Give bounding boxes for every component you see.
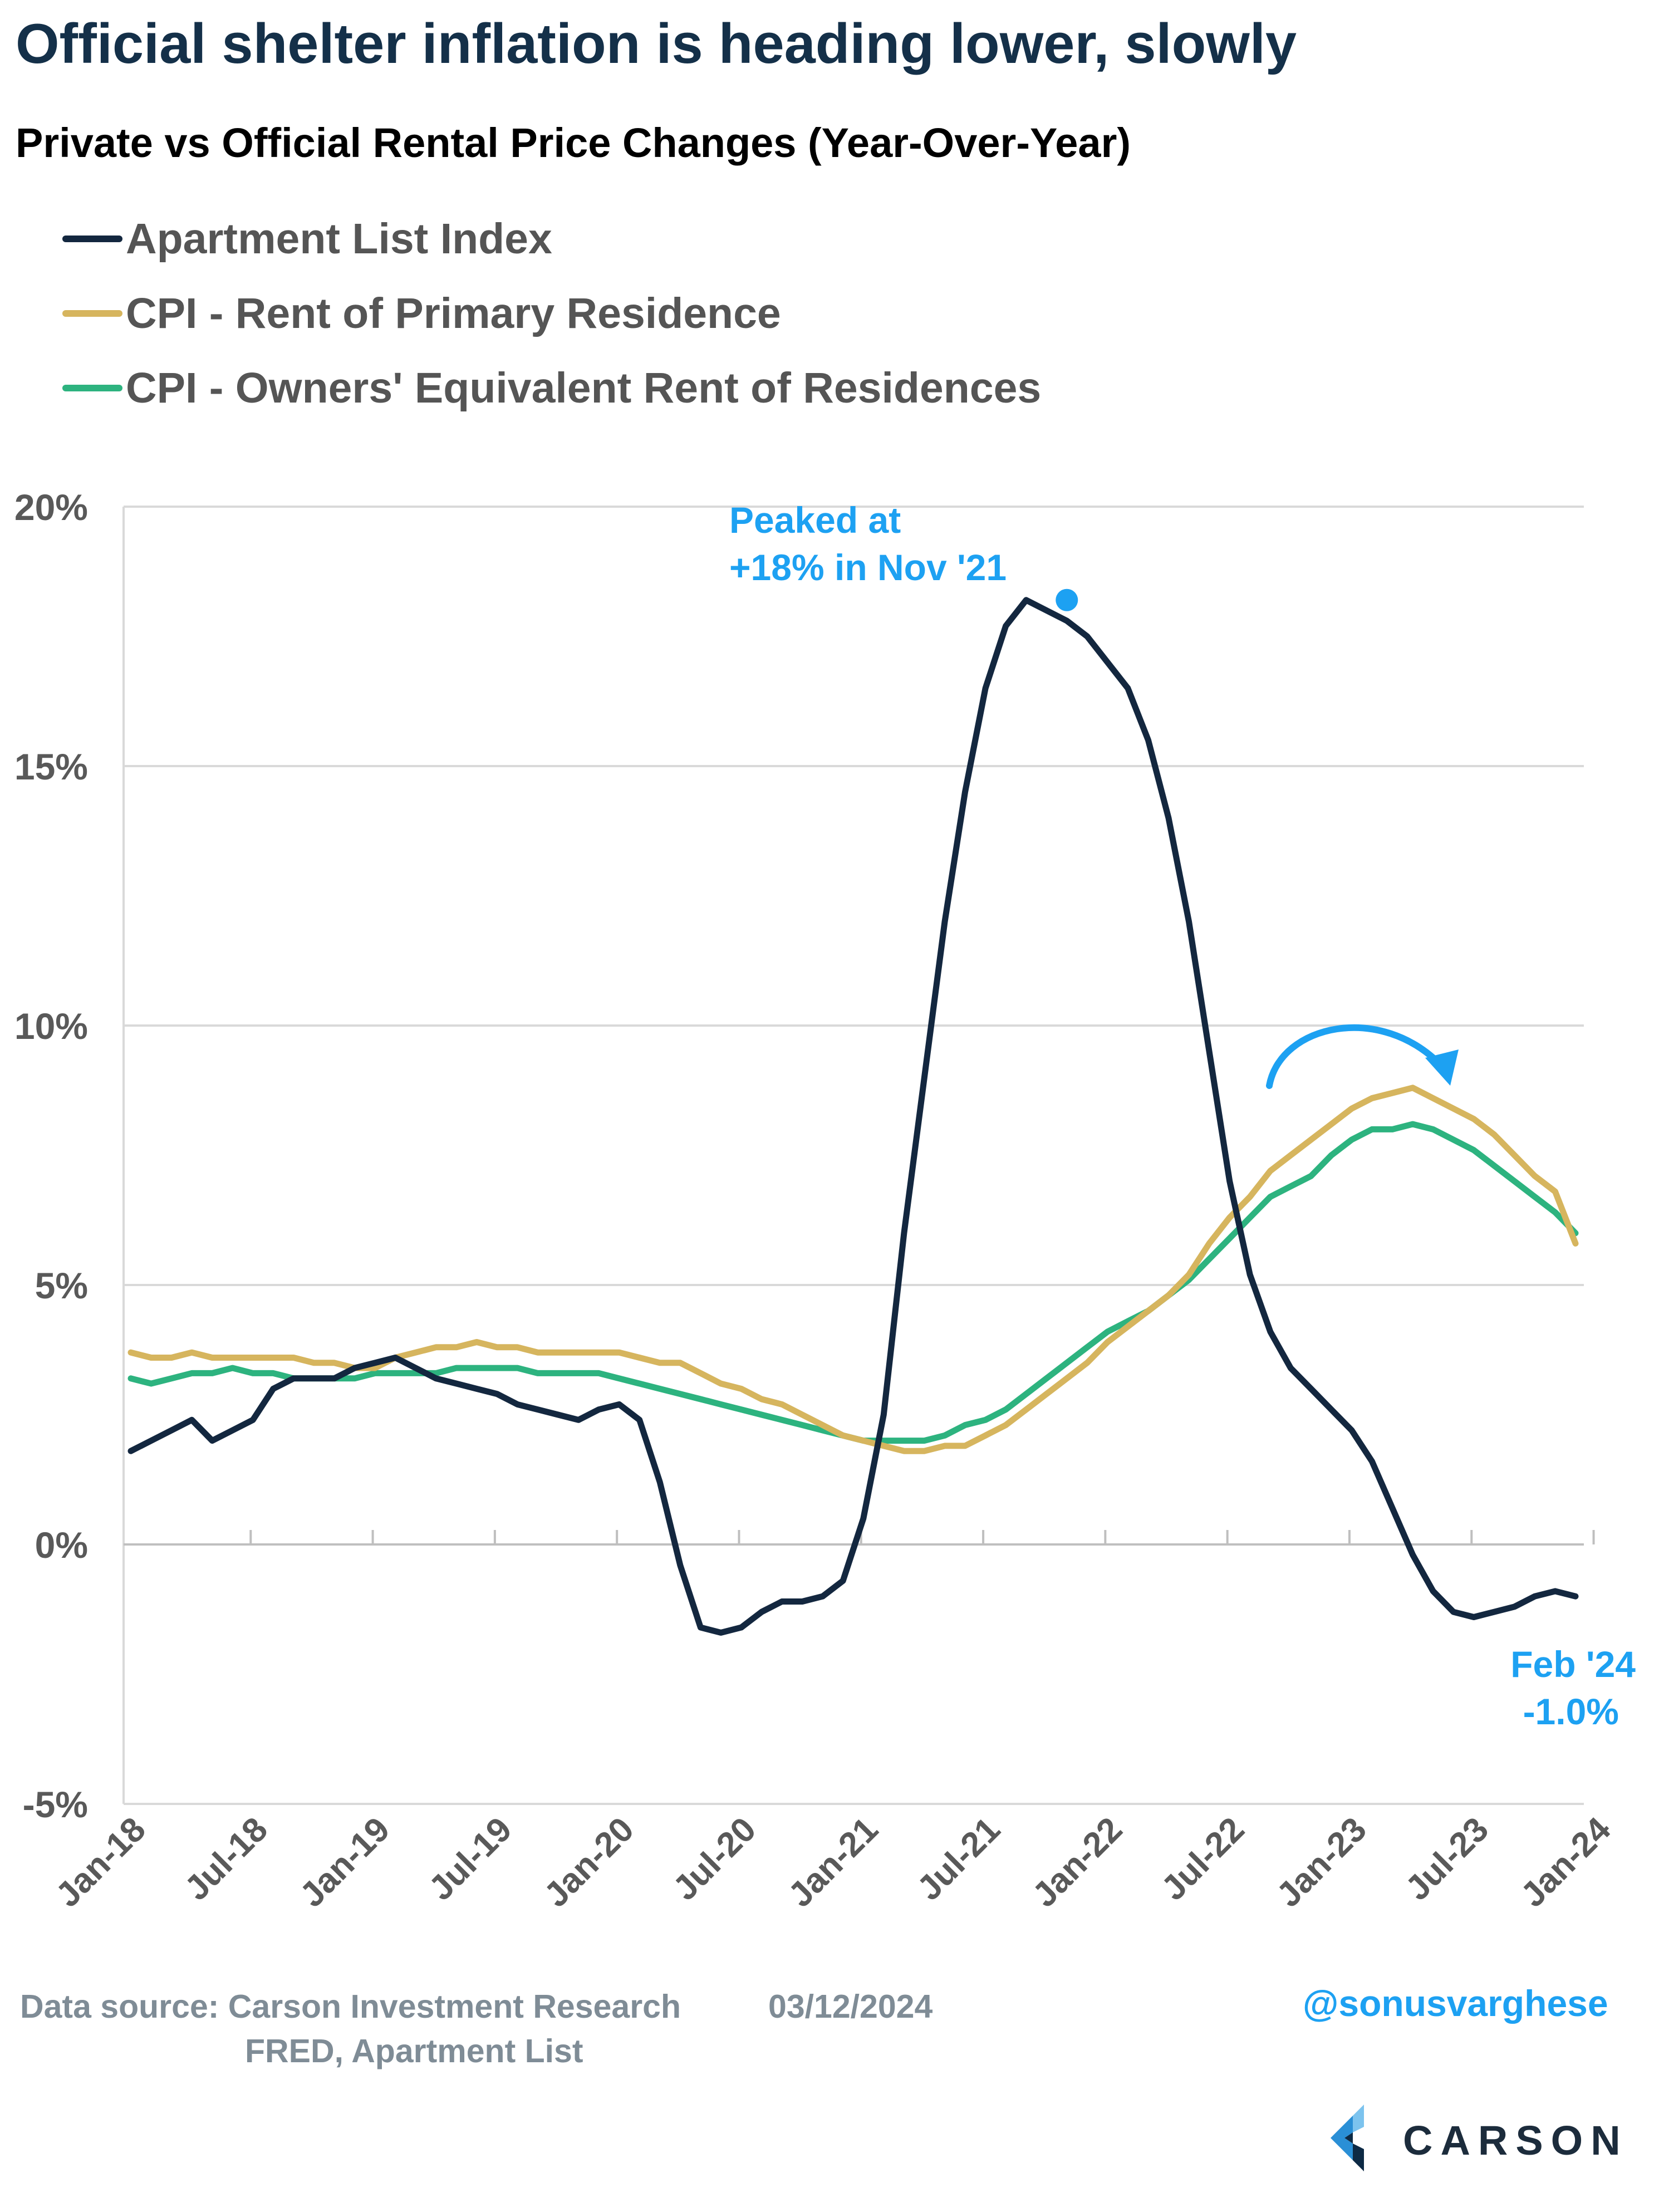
series-line-apartment-list [127,597,1579,1636]
axis-layer: -5% 0% 5% 10% 15% 20% Jan-18 Jul-18 Jan-19 Jul-19… [14,487,1618,1915]
x-tick-label: Jul-22 [1154,1810,1252,1908]
curved-arrow-icon [1266,1024,1445,1089]
series-line-cpi-rent [127,1085,1579,1454]
end-label-line1: Feb '24 [1510,1644,1636,1685]
x-tick-label: Jan-20 [537,1810,641,1915]
carson-logo: CARSON [1319,2093,1631,2182]
x-tick-label: Jul-21 [910,1810,1008,1908]
y-tick-label: 15% [14,746,88,787]
series-line-cpi-oer [127,1121,1579,1444]
legend-label-cpi-rent: CPI - Rent of Primary Residence [126,289,781,337]
legend-label-apartment-list: Apartment List Index [126,214,552,263]
peak-marker-icon [1056,588,1078,611]
footer-source-line1: Data source: Carson Investment Research [20,1988,681,2025]
peak-label-line1: Peaked at [729,499,901,541]
series-layer [127,597,1579,1636]
chart-subtitle: Private vs Official Rental Price Changes… [16,120,1131,166]
peak-label-line2: +18% in Nov '21 [729,547,1007,588]
carson-logo-icon [1331,2105,1364,2171]
x-tick-label: Jan-19 [293,1810,397,1915]
legend-item-cpi-oer: CPI - Owners' Equivalent Rent of Residen… [62,351,1041,425]
line-chart: -5% 0% 5% 10% 15% 20% Jan-18 Jul-18 Jan-19 Jul-19… [14,487,1636,1915]
twitter-handle: @sonusvarghese [1303,1983,1608,2024]
legend-label-cpi-oer: CPI - Owners' Equivalent Rent of Residen… [126,364,1042,412]
x-tick-label: Jan-22 [1025,1810,1130,1915]
x-tick-label: Jul-18 [178,1810,276,1908]
y-tick-label: 20% [14,487,88,528]
legend-item-apartment-list: Apartment List Index [62,202,1041,276]
carson-logo-text: CARSON [1403,2117,1628,2164]
x-tick-label: Jan-24 [1514,1810,1618,1915]
footer-source-line2: FRED, Apartment List [245,2033,583,2069]
grid-layer [124,506,1584,1805]
annotation-layer: Peaked at +18% in Nov '21 Feb '24 -1.0% [729,499,1636,1732]
x-tick-label: Jan-23 [1269,1810,1374,1915]
arrowhead-icon [1425,1049,1459,1086]
y-tick-label: 5% [35,1265,88,1306]
end-label-line2: -1.0% [1523,1691,1619,1732]
x-tick-label: Jan-18 [48,1810,153,1915]
y-tick-label: 0% [35,1524,88,1566]
y-tick-label: -5% [23,1784,88,1825]
x-tick-label: Jul-20 [666,1810,764,1908]
x-tick-label: Jul-23 [1398,1810,1496,1908]
y-tick-label: 10% [14,1006,88,1047]
chart-title: Official shelter inflation is heading lo… [16,13,1297,75]
footer-date: 03/12/2024 [768,1988,933,2025]
legend-swatch-cpi-rent [62,310,122,317]
legend-swatch-apartment-list [62,236,122,242]
legend-item-cpi-rent: CPI - Rent of Primary Residence [62,276,1041,351]
x-tick-label: Jul-19 [421,1810,519,1908]
chart-legend: Apartment List Index CPI - Rent of Prima… [62,202,1041,425]
x-tick-label: Jan-21 [781,1810,886,1915]
legend-swatch-cpi-oer [62,385,122,391]
